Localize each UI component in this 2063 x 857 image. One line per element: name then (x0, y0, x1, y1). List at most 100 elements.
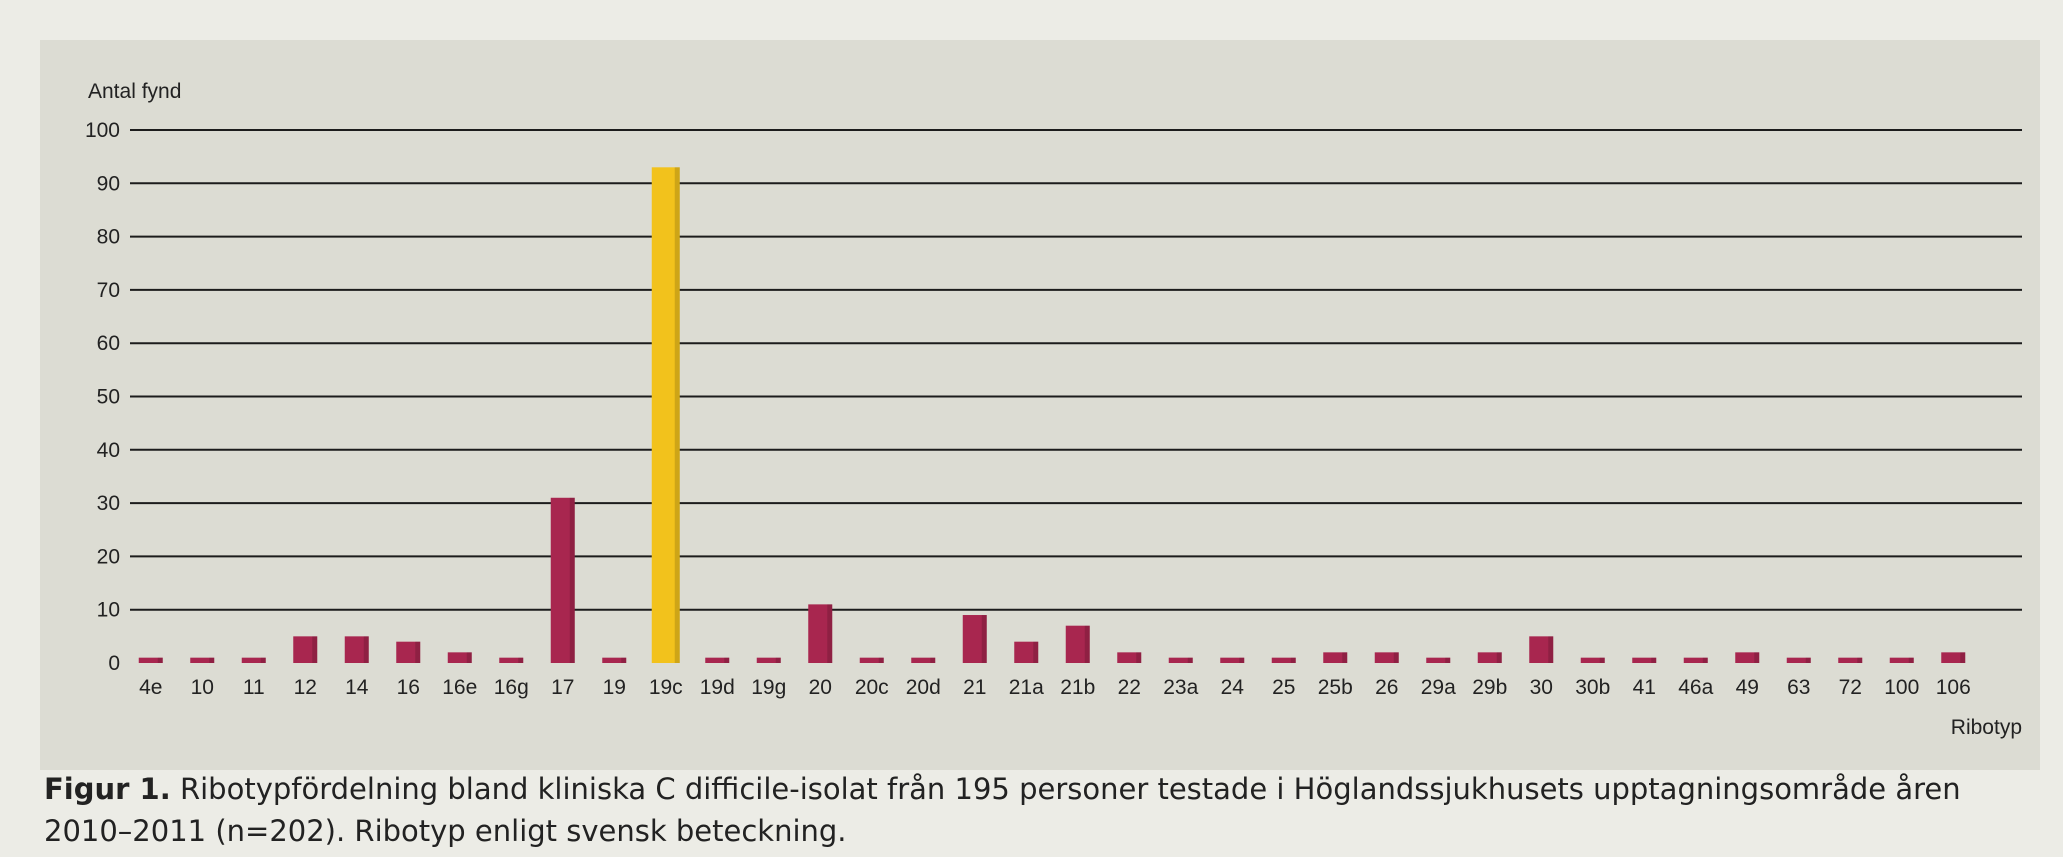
bar-shade (1702, 657, 1708, 663)
y-tick-label: 80 (97, 226, 120, 249)
bar-shade (1290, 657, 1296, 663)
bar-17 (550, 497, 575, 663)
bar-shade (1548, 636, 1554, 663)
bar-20c (859, 657, 884, 663)
bar-22 (1117, 652, 1142, 663)
bar-21 (962, 615, 987, 663)
x-tick-label: 17 (551, 676, 574, 699)
bar-shade (724, 657, 730, 663)
x-tick-label: 29b (1472, 676, 1507, 699)
bar-16g (499, 657, 524, 663)
x-tick-label: 30 (1530, 676, 1553, 699)
bar-19g (756, 657, 781, 663)
caption-text: Ribotypfördelning bland kliniska C diffi… (44, 772, 1961, 848)
x-tick-label: 25b (1318, 676, 1353, 699)
bar-shade (621, 657, 627, 663)
x-tick-label: 46a (1678, 676, 1713, 699)
x-tick-label: 23a (1163, 676, 1198, 699)
bar-21b (1065, 625, 1090, 663)
bar-14 (344, 636, 369, 663)
y-tick-label: 10 (97, 599, 120, 622)
x-tick-label: 25 (1272, 676, 1295, 699)
y-tick-label: 50 (97, 386, 120, 409)
x-tick-label: 26 (1375, 676, 1398, 699)
bar-shade (775, 657, 781, 663)
bar-41 (1632, 657, 1657, 663)
x-tick-label: 16g (494, 676, 529, 699)
bar-23a (1168, 657, 1193, 663)
bar-30b (1580, 657, 1605, 663)
y-tick-label: 20 (97, 545, 120, 568)
x-tick-label: 29a (1421, 676, 1456, 699)
bar-shade (827, 604, 833, 663)
x-tick-label: 21a (1009, 676, 1044, 699)
bar-shade (1754, 652, 1760, 663)
bar-shade (930, 657, 936, 663)
bar-30 (1529, 636, 1554, 663)
bar-shade (1445, 657, 1451, 663)
figure-panel (40, 40, 2040, 770)
bar-10 (190, 657, 215, 663)
bar-shade (878, 657, 884, 663)
x-tick-label: 20 (809, 676, 832, 699)
x-tick-label: 16 (397, 676, 420, 699)
bar-chart: Antal fynd Ribotyp 0 10 20 30 40 50 60 70 80 90 10… (85, 80, 2022, 739)
bar-shade (157, 657, 163, 663)
bar-19c (651, 167, 680, 663)
x-tick-label: 19 (603, 676, 626, 699)
x-tick-label: 16e (442, 676, 477, 699)
x-tick-label: 14 (345, 676, 369, 699)
x-tick-label: 72 (1839, 676, 1862, 699)
x-tick-label: 19g (751, 676, 786, 699)
x-tick-label: 100 (1884, 676, 1919, 699)
bar-49 (1735, 652, 1760, 663)
bar-shade (1857, 657, 1863, 663)
gridlines (130, 129, 2022, 611)
x-tick-label: 19d (700, 676, 735, 699)
bar-25 (1271, 657, 1296, 663)
bar-46a (1683, 657, 1708, 663)
bar-shade (363, 636, 369, 663)
bar-20 (808, 604, 833, 663)
y-tick-label: 90 (97, 172, 120, 195)
y-tick-label: 0 (108, 652, 120, 675)
x-tick-label: 21 (963, 676, 986, 699)
y-tick-label: 60 (97, 332, 120, 355)
bar-26 (1374, 652, 1399, 663)
x-tick-labels: 4e 10 11 12 14 16 16e 16g 17 19 19c 19d 19g 20 20c 20d 2… (139, 676, 1971, 699)
y-axis-title: Antal fynd (88, 80, 181, 103)
x-tick-label: 49 (1736, 676, 1759, 699)
bars (138, 167, 1966, 663)
bar-29b (1477, 652, 1502, 663)
bar-21a (1014, 641, 1039, 663)
x-tick-label: 22 (1118, 676, 1141, 699)
bar-72 (1838, 657, 1863, 663)
y-tick-label: 70 (97, 279, 120, 302)
bar-shade (1960, 652, 1966, 663)
x-tick-label: 19c (649, 676, 683, 699)
y-tick-label: 40 (97, 439, 120, 462)
bar-16 (396, 641, 421, 663)
bar-shade (415, 641, 421, 663)
bar-shade (1033, 641, 1039, 663)
bar-63 (1786, 657, 1811, 663)
bar-11 (241, 657, 266, 663)
x-tick-label: 4e (139, 676, 162, 699)
bar-20d (911, 657, 936, 663)
bar-19d (705, 657, 730, 663)
x-tick-label: 63 (1787, 676, 1810, 699)
x-tick-label: 106 (1936, 676, 1971, 699)
bar-shade (981, 615, 987, 663)
x-tick-label: 24 (1221, 676, 1245, 699)
bar-shade (1239, 657, 1245, 663)
x-tick-label: 20c (855, 676, 889, 699)
bar-106 (1941, 652, 1966, 663)
x-tick-label: 21b (1060, 676, 1095, 699)
x-tick-label: 30b (1575, 676, 1610, 699)
bar-shade (260, 657, 266, 663)
y-tick-label: 30 (97, 492, 120, 515)
bar-shade (1342, 652, 1348, 663)
x-tick-label: 11 (243, 676, 265, 699)
bar-shade (569, 497, 575, 663)
x-tick-label: 41 (1633, 676, 1656, 699)
